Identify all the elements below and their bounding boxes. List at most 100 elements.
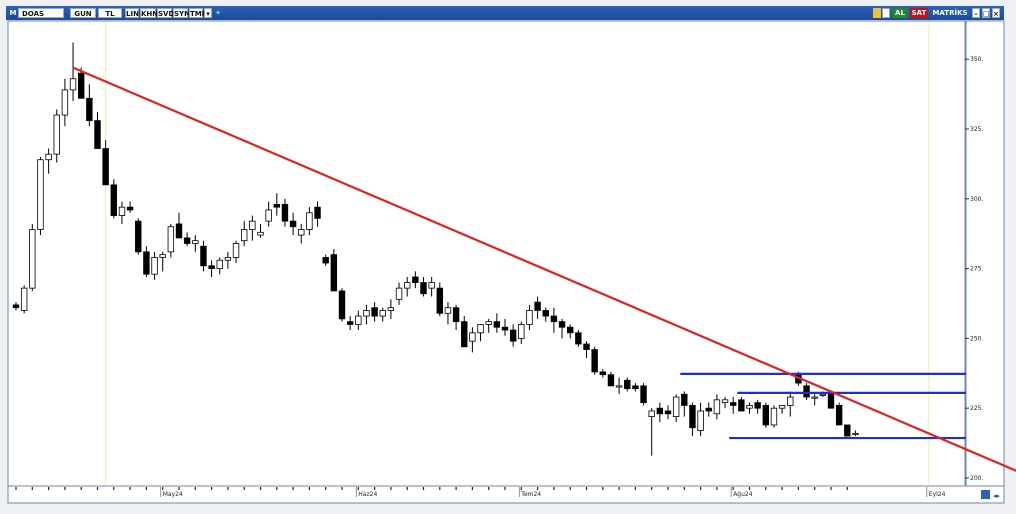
candle-body — [469, 332, 476, 342]
candle — [844, 424, 851, 437]
candle — [403, 276, 411, 297]
candle-body — [118, 206, 126, 216]
candle-body — [281, 203, 289, 222]
candle — [232, 240, 240, 264]
horizontal-levels[interactable] — [680, 372, 966, 440]
candle-body — [387, 307, 395, 311]
candle-body — [240, 229, 248, 242]
matriks-logo: MATRİKS — [932, 9, 968, 17]
candle-body — [591, 349, 598, 373]
candle-body — [29, 229, 36, 289]
symbol-field[interactable]: DOAS — [18, 8, 64, 18]
khn-button[interactable]: KHN — [140, 8, 159, 18]
time-axis: May24 Haz24 Tem24 Ağu24 Eyl24 — [15, 487, 946, 498]
candle-body — [175, 223, 183, 239]
candle — [45, 148, 52, 174]
bird-icon[interactable]: ✦ — [215, 9, 221, 17]
sym-button[interactable]: SYM — [173, 8, 192, 18]
lock-icon[interactable] — [873, 8, 881, 18]
candle — [664, 405, 672, 420]
candle-body — [395, 287, 403, 300]
candle-body — [542, 310, 549, 317]
linear-scale-button[interactable]: LIN — [125, 8, 139, 18]
candle-body — [501, 326, 509, 331]
buy-button[interactable]: AL — [892, 8, 908, 18]
candle — [615, 377, 623, 395]
candle — [322, 254, 329, 266]
candle-body — [306, 212, 313, 230]
candle-body — [420, 282, 427, 295]
candle — [143, 246, 150, 277]
candle — [37, 156, 44, 236]
candle-body — [583, 343, 590, 350]
candle — [289, 212, 297, 236]
candle-body — [322, 257, 329, 264]
candle-body — [754, 402, 761, 409]
candle — [298, 223, 305, 244]
sell-button[interactable]: SAT — [910, 8, 928, 18]
chevron-down-icon[interactable]: ▾ — [204, 8, 212, 18]
candle — [567, 324, 574, 339]
candle-body — [624, 379, 631, 390]
candle-body — [689, 405, 696, 429]
chart-menu-icon[interactable]: M — [9, 9, 17, 17]
price-axis-area — [965, 20, 1005, 487]
close-icon[interactable]: × — [992, 8, 1000, 18]
candle-body — [379, 310, 386, 317]
currency-button[interactable]: TL — [98, 8, 122, 18]
candle — [240, 221, 248, 247]
candle-body — [249, 220, 256, 230]
candle-body — [681, 393, 688, 406]
candle — [778, 405, 786, 414]
svd-button[interactable]: SVD — [157, 8, 175, 18]
candle — [746, 402, 753, 414]
zoom-controls[interactable]: ◂▸ — [981, 490, 1001, 500]
zoom-icon[interactable] — [981, 490, 990, 499]
candle — [371, 302, 378, 322]
candle-body — [844, 424, 851, 437]
maximize-icon[interactable]: □ — [982, 8, 990, 18]
candle — [330, 249, 338, 292]
candle — [224, 251, 232, 269]
candle — [346, 316, 354, 331]
chart-settings-icon[interactable] — [882, 8, 890, 18]
scroll-arrows-icon[interactable]: ◂▸ — [993, 492, 1001, 500]
candle — [550, 307, 558, 333]
candle — [542, 307, 549, 322]
candle-body — [135, 220, 142, 253]
candle-body — [852, 432, 859, 435]
candle-body — [721, 399, 729, 404]
candle — [69, 42, 77, 102]
y-tick-label: 225. — [970, 405, 983, 412]
month-label: May24 — [163, 491, 183, 498]
candle-body — [738, 399, 745, 412]
period-button[interactable]: GUN — [70, 8, 96, 18]
candle — [461, 316, 468, 348]
minimize-icon[interactable]: – — [972, 8, 980, 18]
candle — [183, 232, 191, 247]
candle — [20, 285, 28, 314]
time-axis-area — [7, 485, 1005, 504]
candle-body — [94, 120, 101, 149]
candle — [599, 369, 606, 378]
candle — [632, 383, 639, 392]
candle-body — [803, 385, 810, 398]
candle-body — [37, 159, 44, 230]
candle — [452, 304, 460, 331]
candle-body — [819, 393, 827, 396]
candle-body — [705, 407, 712, 412]
tmp-button[interactable]: TMP — [189, 8, 207, 18]
candle — [306, 207, 313, 236]
candle-body — [811, 396, 818, 399]
candle — [787, 391, 794, 417]
trend-line-group[interactable] — [72, 66, 1016, 476]
candle-body — [526, 310, 533, 325]
candle — [827, 391, 835, 409]
candle-body — [69, 78, 77, 91]
trend-line[interactable] — [72, 66, 1016, 476]
candle-body — [403, 282, 411, 289]
candle — [200, 240, 207, 272]
candles — [12, 42, 859, 456]
candle — [730, 397, 737, 414]
